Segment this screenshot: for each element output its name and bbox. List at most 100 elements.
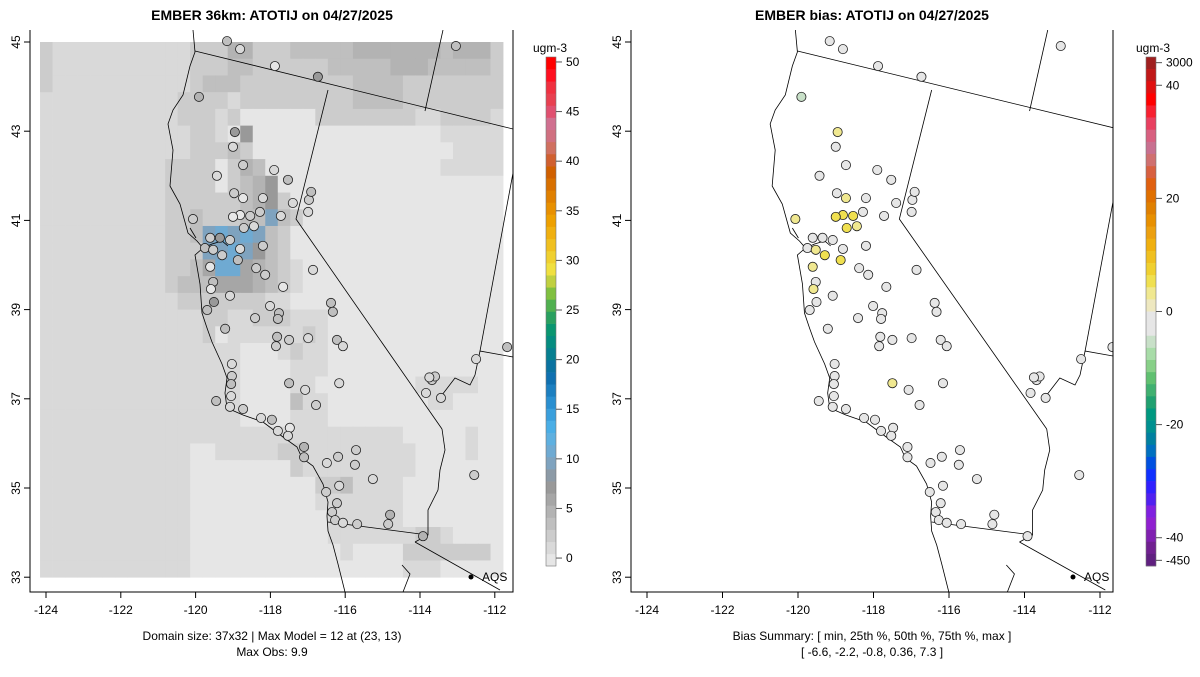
obs-station-marker bbox=[383, 519, 394, 530]
grid-cell bbox=[352, 159, 366, 177]
grid-cell bbox=[140, 242, 154, 260]
y-tick-label: 45 bbox=[9, 35, 23, 49]
y-tick-label: 45 bbox=[610, 35, 624, 49]
grid-cell bbox=[478, 242, 491, 260]
grid-cell bbox=[265, 192, 279, 210]
grid-cell bbox=[152, 510, 166, 528]
grid-cell bbox=[202, 343, 216, 361]
grid-cell bbox=[440, 376, 454, 394]
grid-cell bbox=[165, 476, 179, 494]
grid-cell bbox=[402, 225, 416, 244]
grid-cell bbox=[340, 75, 354, 93]
grid-cell bbox=[202, 543, 216, 561]
grid-cell bbox=[427, 343, 441, 361]
grid-cell bbox=[127, 108, 141, 127]
grid-cell bbox=[302, 58, 316, 76]
y-tick-label: 39 bbox=[610, 303, 624, 317]
grid-cell bbox=[90, 443, 103, 461]
grid-cell bbox=[215, 560, 229, 578]
grid-cell bbox=[252, 175, 266, 193]
grid-cell bbox=[390, 309, 404, 327]
grid-cell bbox=[440, 560, 454, 578]
grid-cell bbox=[315, 58, 329, 76]
grid-cell bbox=[52, 225, 66, 244]
grid-cell bbox=[340, 476, 354, 494]
grid-cell bbox=[302, 560, 316, 578]
grid-cell bbox=[177, 560, 191, 578]
grid-cell bbox=[340, 159, 354, 177]
obs-station-marker bbox=[352, 519, 363, 530]
grid-cell bbox=[90, 426, 103, 444]
colorbar-tick-label: -450 bbox=[1166, 553, 1190, 567]
grid-cell bbox=[402, 242, 416, 260]
colorbar-tick-label: 20 bbox=[566, 353, 580, 367]
obs-station-marker bbox=[282, 430, 293, 441]
grid-cell bbox=[265, 510, 279, 528]
grid-cell bbox=[390, 443, 404, 461]
grid-cell bbox=[340, 108, 354, 127]
grid-cell bbox=[390, 560, 404, 578]
grid-cell bbox=[302, 476, 316, 494]
grid-cell bbox=[252, 443, 266, 461]
grid-cell bbox=[240, 326, 254, 344]
grid-cell bbox=[478, 493, 491, 511]
grid-cell bbox=[290, 510, 304, 528]
colorbar-bin bbox=[546, 323, 556, 337]
grid-cell bbox=[165, 125, 179, 143]
grid-cell bbox=[440, 343, 454, 361]
grid-cell bbox=[465, 309, 479, 327]
grid-cell bbox=[227, 75, 241, 93]
grid-cell bbox=[390, 376, 404, 394]
grid-cell bbox=[427, 292, 441, 310]
grid-cell bbox=[115, 242, 129, 260]
bias-station-marker bbox=[827, 401, 838, 412]
grid-cell bbox=[127, 493, 141, 511]
y-tick-label: 41 bbox=[9, 213, 23, 227]
grid-cell bbox=[452, 560, 466, 578]
grid-cell bbox=[465, 75, 479, 93]
grid-cell bbox=[377, 92, 391, 110]
grid-cell bbox=[190, 292, 204, 310]
colorbar-bin bbox=[546, 214, 556, 227]
grid-cell bbox=[152, 443, 166, 461]
grid-cell bbox=[440, 42, 454, 60]
colorbar-bin bbox=[1146, 408, 1156, 421]
grid-cell bbox=[478, 543, 491, 561]
grid-cell bbox=[165, 175, 179, 193]
grid-cell bbox=[402, 259, 416, 277]
grid-cell bbox=[77, 393, 91, 411]
grid-cell bbox=[365, 276, 379, 294]
grid-cell bbox=[90, 192, 103, 210]
grid-cell bbox=[440, 242, 454, 260]
colorbar-bin bbox=[546, 456, 556, 470]
bias-station-marker bbox=[1107, 342, 1113, 353]
colorbar-bin bbox=[546, 481, 556, 494]
model-panel: EMBER 36km: ATOTIJ on 04/27/2025 -124 -12… bbox=[9, 7, 580, 659]
grid-cell bbox=[377, 192, 391, 210]
grid-cell bbox=[490, 108, 504, 127]
grid-cell bbox=[365, 159, 379, 177]
grid-cell bbox=[440, 209, 454, 227]
grid-cell bbox=[352, 225, 366, 244]
grid-cell bbox=[427, 42, 441, 60]
grid-cell bbox=[452, 209, 466, 227]
grid-cell bbox=[90, 92, 103, 110]
grid-cell bbox=[65, 225, 78, 244]
grid-cell bbox=[177, 192, 191, 210]
grid-cell bbox=[327, 192, 341, 210]
grid-cell bbox=[465, 192, 479, 210]
bias-station-marker bbox=[886, 430, 897, 441]
grid-cell bbox=[340, 309, 354, 327]
grid-cell bbox=[202, 476, 216, 494]
grid-cell bbox=[227, 527, 241, 545]
grid-cell bbox=[415, 42, 429, 60]
grid-cell bbox=[465, 159, 479, 177]
grid-cell bbox=[90, 326, 103, 344]
grid-cell bbox=[227, 108, 241, 127]
grid-cell bbox=[340, 426, 354, 444]
bias-station-marker bbox=[868, 301, 879, 312]
obs-station-marker bbox=[275, 210, 286, 221]
grid-cell bbox=[440, 510, 454, 528]
grid-cell bbox=[452, 343, 466, 361]
